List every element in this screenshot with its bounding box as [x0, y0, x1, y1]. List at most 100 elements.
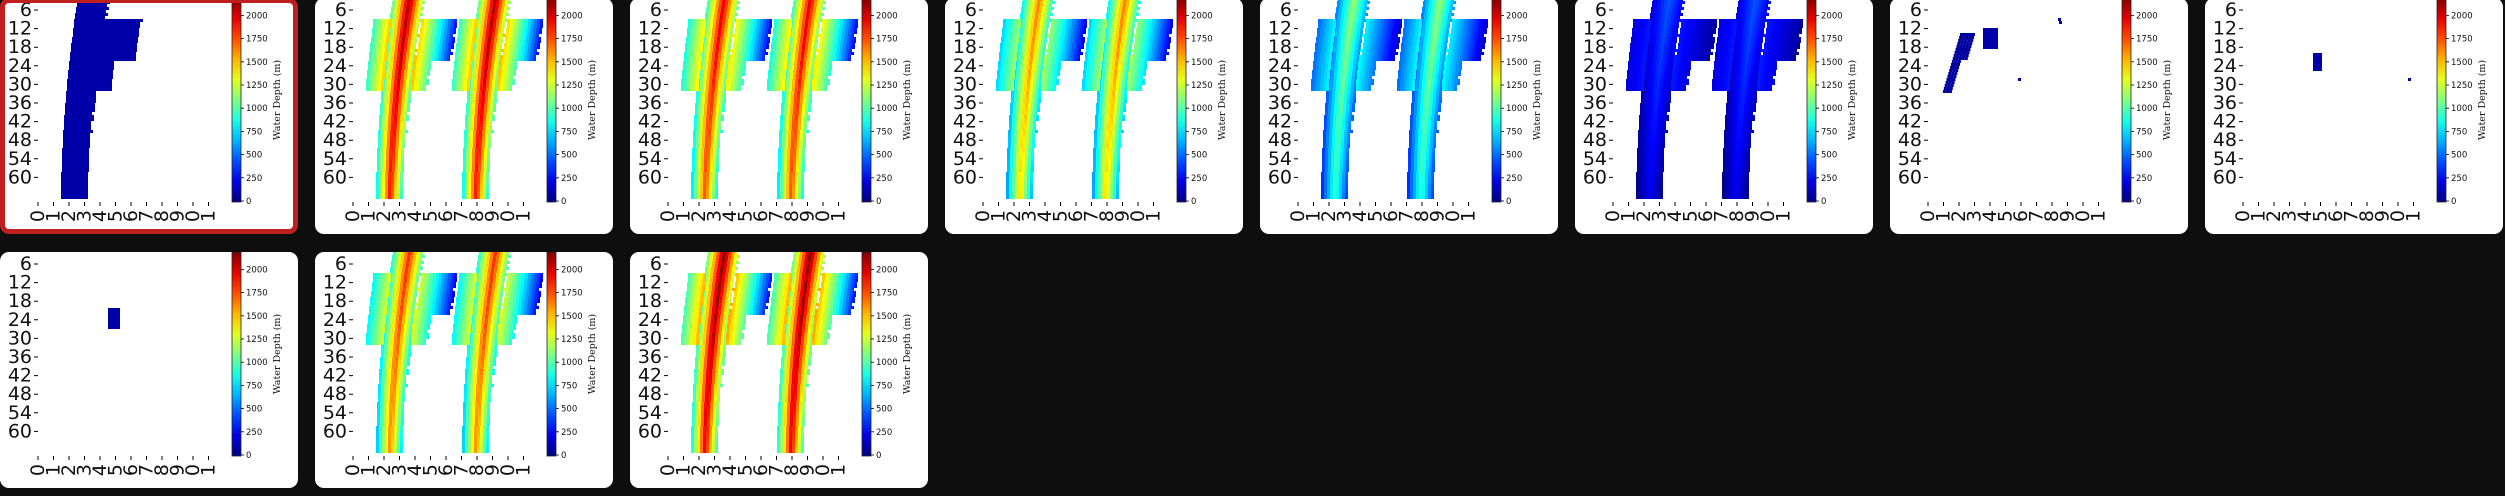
depth-cell: [71, 112, 74, 115]
depth-cell: [77, 160, 80, 163]
depth-cell: [475, 76, 478, 79]
colorbar-tick-label: 1000: [246, 104, 268, 114]
depth-cell: [70, 58, 73, 61]
depth-cell: [122, 43, 125, 46]
depth-cell: [85, 58, 88, 61]
depth-cell: [697, 76, 700, 79]
depth-cell: [693, 88, 696, 91]
depth-cell: [410, 70, 413, 73]
depth-cell: [720, 67, 723, 70]
depth-cell: [70, 115, 73, 118]
depth-cell: [508, 40, 511, 43]
depth-cell: [89, 22, 92, 25]
depth-cell: [71, 43, 74, 46]
depth-cell: [410, 1, 413, 4]
depth-cell: [732, 16, 735, 19]
depth-cell: [741, 34, 744, 37]
depth-cell: [474, 181, 477, 184]
depth-cell: [484, 76, 487, 79]
depth-cell: [392, 166, 395, 169]
depth-cell: [699, 55, 702, 58]
depth-cell: [743, 61, 746, 64]
map-thumbnail-3[interactable]: 6 12 18 24 30 36 42 48 54 60 0 1 2 3 4 5 6 7 8 9 0 1 0 250 500 75…: [630, 0, 928, 234]
depth-cell: [420, 88, 423, 91]
depth-cell: [390, 139, 393, 142]
depth-cell: [502, 25, 505, 28]
depth-cell: [694, 46, 697, 49]
depth-cell: [380, 37, 383, 40]
depth-cell: [72, 139, 75, 142]
depth-cell: [479, 16, 482, 19]
depth-cell: [769, 19, 772, 22]
depth-cell: [703, 19, 706, 22]
depth-cell: [810, 10, 813, 13]
depth-cell: [694, 187, 697, 190]
depth-cell: [97, 58, 100, 61]
depth-cell: [786, 118, 789, 121]
depth-cell: [426, 55, 429, 58]
depth-cell: [394, 31, 397, 34]
depth-cell: [702, 67, 705, 70]
depth-cell: [87, 139, 90, 142]
depth-cell: [509, 28, 512, 31]
depth-cell: [827, 58, 830, 61]
depth-cell: [477, 115, 480, 118]
depth-cell: [796, 148, 799, 151]
depth-cell: [468, 187, 471, 190]
depth-cell: [705, 100, 708, 103]
depth-cell: [783, 43, 786, 46]
depth-cell: [525, 43, 528, 46]
depth-cell: [92, 22, 95, 25]
depth-cell: [463, 157, 466, 160]
depth-cell: [400, 121, 403, 124]
depth-cell: [101, 70, 104, 73]
depth-cell: [68, 160, 71, 163]
depth-cell: [64, 196, 67, 199]
depth-cell: [69, 67, 72, 70]
depth-cell: [486, 34, 489, 37]
depth-cell: [68, 157, 71, 160]
depth-cell: [405, 67, 408, 70]
depth-cell: [465, 22, 468, 25]
depth-cell: [717, 100, 720, 103]
depth-cell: [688, 25, 691, 28]
depth-cell: [376, 43, 379, 46]
y-tick-label: 48: [8, 129, 32, 151]
depth-cell: [423, 88, 426, 91]
depth-cell: [66, 100, 69, 103]
depth-cell: [788, 31, 791, 34]
depth-cell: [711, 145, 714, 148]
depth-cell: [62, 148, 65, 151]
depth-cell: [72, 130, 75, 133]
depth-cell: [435, 34, 438, 37]
depth-cell: [70, 196, 73, 199]
depth-cell: [425, 61, 428, 64]
depth-cell: [735, 82, 738, 85]
map-thumbnail-2[interactable]: 6 12 18 24 30 36 42 48 54 60 0 1 2 3 4 5 6 7 8 9 0 1 0 250 500 75…: [315, 0, 613, 234]
depth-cell: [411, 67, 414, 70]
depth-cell: [788, 61, 791, 64]
depth-cell: [95, 43, 98, 46]
depth-cell: [776, 82, 779, 85]
depth-cell: [800, 97, 803, 100]
depth-cell: [478, 73, 481, 76]
depth-cell: [480, 124, 483, 127]
depth-cell: [813, 10, 816, 13]
depth-cell: [686, 37, 689, 40]
depth-cell: [500, 13, 503, 16]
depth-cell: [474, 127, 477, 130]
depth-cell: [818, 13, 821, 16]
depth-cell: [87, 37, 90, 40]
depth-cell: [789, 124, 792, 127]
map-thumbnail-1[interactable]: 6 12 18 24 30 36 42 48 54 60 0 1 2 3 4 5 6 7 8 9 0 1 0 250 500 75…: [0, 0, 298, 234]
depth-cell: [700, 49, 703, 52]
depth-cell: [509, 52, 512, 55]
depth-cell: [394, 196, 397, 199]
depth-cell: [514, 61, 517, 64]
depth-cell: [479, 133, 482, 136]
depth-cell: [401, 76, 404, 79]
depth-cell: [688, 22, 691, 25]
depth-cell: [737, 64, 740, 67]
depth-cell: [715, 88, 718, 91]
depth-cell: [709, 79, 712, 82]
